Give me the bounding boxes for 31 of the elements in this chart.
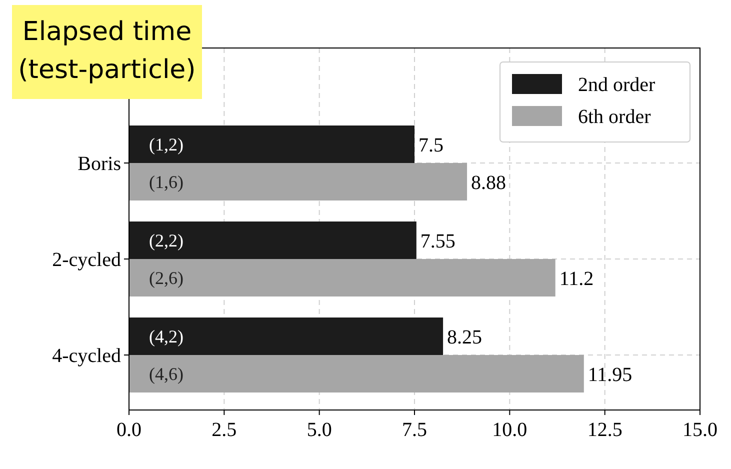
x-tick-label: 5.0 — [306, 419, 332, 441]
chart-title: Elapsed time (test-particle) — [18, 17, 196, 85]
bar — [129, 355, 584, 392]
annotation: (4,6) — [149, 364, 184, 384]
y-tick-label: Boris — [78, 153, 122, 175]
bar — [129, 126, 414, 163]
y-tick-label: 4-cycled — [52, 345, 121, 367]
bar — [129, 222, 416, 259]
annotation: (1,6) — [149, 172, 184, 192]
legend-label: 6th order — [578, 106, 652, 128]
x-tick-label: 12.5 — [587, 419, 622, 441]
data-label: 8.88 — [471, 172, 506, 194]
annotation: (4,2) — [149, 326, 184, 346]
bar — [129, 259, 556, 296]
y-tick-label: 2-cycled — [52, 249, 121, 271]
data-label: 7.55 — [420, 230, 456, 252]
annotation: (1,2) — [149, 134, 184, 154]
data-label: 7.5 — [418, 134, 444, 156]
bar — [129, 163, 468, 200]
x-tick-label: 2.5 — [212, 419, 237, 441]
x-tick-label: 10.0 — [492, 419, 528, 441]
bar — [129, 318, 444, 355]
legend-label: 2nd order — [578, 74, 656, 96]
annotation: (2,6) — [149, 268, 184, 288]
data-label: 8.25 — [447, 326, 482, 348]
data-label: 11.2 — [559, 268, 594, 290]
data-label: 11.95 — [588, 364, 632, 386]
x-tick-label: 15.0 — [682, 419, 718, 441]
x-tick-label: 0.0 — [116, 419, 142, 441]
x-tick-label: 7.5 — [402, 419, 427, 441]
annotation: (2,2) — [149, 230, 184, 250]
